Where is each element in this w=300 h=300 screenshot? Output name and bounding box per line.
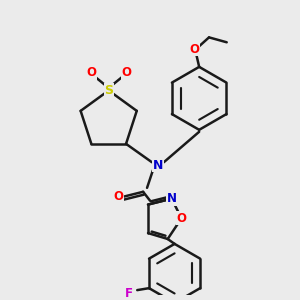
Text: O: O bbox=[189, 43, 199, 56]
Text: O: O bbox=[176, 212, 187, 225]
Text: O: O bbox=[86, 66, 96, 79]
Text: N: N bbox=[167, 192, 177, 205]
Text: O: O bbox=[113, 190, 124, 203]
Text: S: S bbox=[104, 84, 113, 97]
Text: N: N bbox=[153, 159, 163, 172]
Text: O: O bbox=[122, 66, 131, 79]
Text: F: F bbox=[125, 286, 134, 300]
